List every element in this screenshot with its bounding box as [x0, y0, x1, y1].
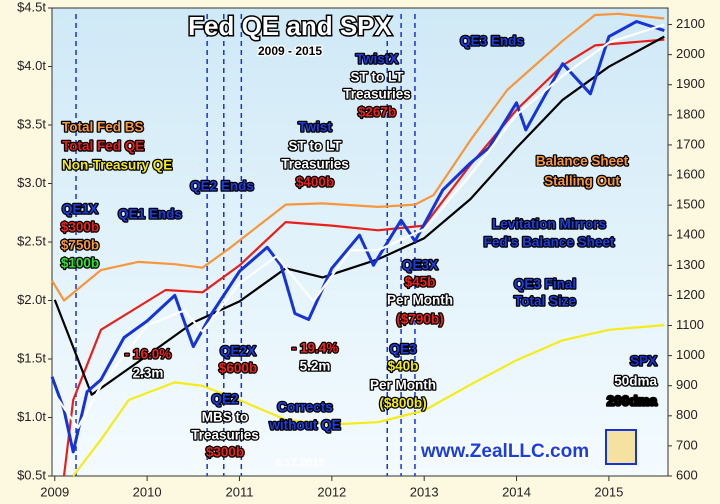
series-line: [72, 324, 665, 477]
annotation: QE3 Final: [514, 277, 576, 292]
annotation: www.ZealLLC.com: [420, 441, 589, 462]
y2-tick-label: 2100: [676, 16, 705, 31]
annotation: 2.3m: [133, 366, 164, 381]
x-tick-label: 2010: [133, 484, 162, 499]
annotation: Total Size: [514, 294, 577, 309]
y-tick-label: $0.5t: [17, 467, 46, 482]
y2-tick-label: 1200: [676, 287, 705, 302]
x-tick-label: 2012: [317, 484, 346, 499]
annotation: Treasuries: [343, 87, 411, 102]
x-tick-label: 2014: [502, 484, 531, 499]
series-line: [53, 23, 665, 429]
legend-label: SPX: [630, 354, 657, 369]
annotation: QE1 Ends: [118, 207, 182, 222]
annotation: Corrects: [277, 400, 333, 415]
annotation: $400b: [296, 175, 334, 190]
annotation: Twist: [298, 120, 332, 135]
y-tick-label: $3.0t: [17, 175, 46, 190]
annotation: $267b: [358, 105, 396, 120]
x-tick-label: 2011: [225, 484, 253, 499]
annotation: - 16.0%: [125, 347, 172, 362]
annotation: ST to LT: [351, 70, 405, 85]
y2-tick-label: 700: [676, 437, 698, 452]
y2-tick-label: 1300: [676, 257, 705, 272]
annotation: Per Month: [387, 293, 453, 308]
series-line: [50, 20, 665, 454]
annotation: $100b: [61, 256, 99, 271]
y2-tick-label: 1900: [676, 76, 705, 91]
chart-subtitle: 2009 - 2015: [258, 44, 322, 58]
annotation: Treasuries: [191, 428, 259, 443]
y2-tick-label: 1000: [676, 347, 705, 362]
y-tick-label: $2.5t: [17, 233, 46, 248]
annotation: ST to LT: [289, 139, 343, 154]
series-line: [62, 38, 665, 477]
annotation: QE2X: [220, 344, 256, 359]
x-tick-label: 2015: [594, 484, 623, 499]
annotation: Fed's Balance Sheet: [484, 235, 615, 250]
y-tick-label: $2.0t: [17, 292, 46, 307]
y2-tick-label: 2000: [676, 46, 705, 61]
annotation: $45b: [405, 275, 436, 290]
annotation: - 19.4%: [292, 341, 339, 356]
annotation: $40b: [388, 359, 419, 374]
plot-area: [51, 7, 669, 477]
y-tick-label: $1.5t: [17, 350, 46, 365]
y2-tick-label: 800: [676, 407, 698, 422]
annotation: ($790b): [396, 312, 443, 327]
annotation: 6.17.2015: [276, 457, 325, 469]
x-tick-label: 2013: [410, 484, 439, 499]
logo-icon: [605, 429, 637, 465]
annotation: ($800b): [379, 396, 426, 411]
annotation: MBS to: [202, 410, 249, 425]
annotation: 5.2m: [300, 359, 331, 374]
y2-tick-label: 1600: [676, 166, 705, 181]
legend-label: Total Fed QE: [62, 139, 144, 154]
y-tick-label: $3.5t: [17, 116, 46, 131]
y2-tick-label: 1800: [676, 106, 705, 121]
series-line: [53, 35, 665, 396]
y-tick-label: $4.5t: [17, 0, 46, 14]
annotation: Treasuries: [281, 157, 349, 172]
y2-tick-label: 1400: [676, 227, 705, 242]
annotation: $300b: [61, 220, 99, 235]
annotation: QE3 Ends: [460, 34, 524, 49]
annotation: TwistX: [356, 52, 399, 67]
annotation: QE3: [389, 342, 417, 357]
annotation: without QE: [268, 418, 340, 433]
annotation: $600b: [219, 361, 257, 376]
annotation: QE3X: [402, 258, 438, 273]
y2-tick-label: 1100: [676, 317, 704, 332]
x-tick-label: 2009: [40, 484, 69, 499]
chart-title: Fed QE and SPX: [188, 11, 392, 41]
y2-tick-label: 1500: [676, 197, 705, 212]
legend-label: 50dma: [614, 374, 657, 389]
y-tick-label: $1.0t: [17, 409, 46, 424]
annotation: QE2 Ends: [190, 179, 254, 194]
y-tick-label: $4.0t: [17, 58, 46, 73]
annotation: QE1X: [62, 202, 98, 217]
y2-tick-label: 900: [676, 377, 698, 392]
series-line: [51, 12, 665, 302]
annotation: $750b: [61, 238, 99, 253]
legend-label: 200dma: [607, 394, 658, 409]
legend-label: Non-Treasury QE: [62, 158, 172, 173]
annotation: Per Month: [370, 378, 436, 393]
legend-label: Total Fed BS: [62, 120, 144, 135]
annotation: Stalling Out: [544, 174, 620, 189]
annotation: Balance Sheet: [536, 154, 629, 169]
annotation: $300b: [206, 445, 244, 460]
annotation: Levitation Mirrors: [492, 217, 606, 232]
annotation: QE2: [211, 392, 238, 407]
y2-tick-label: 600: [676, 467, 698, 482]
y2-tick-label: 1700: [676, 136, 705, 151]
